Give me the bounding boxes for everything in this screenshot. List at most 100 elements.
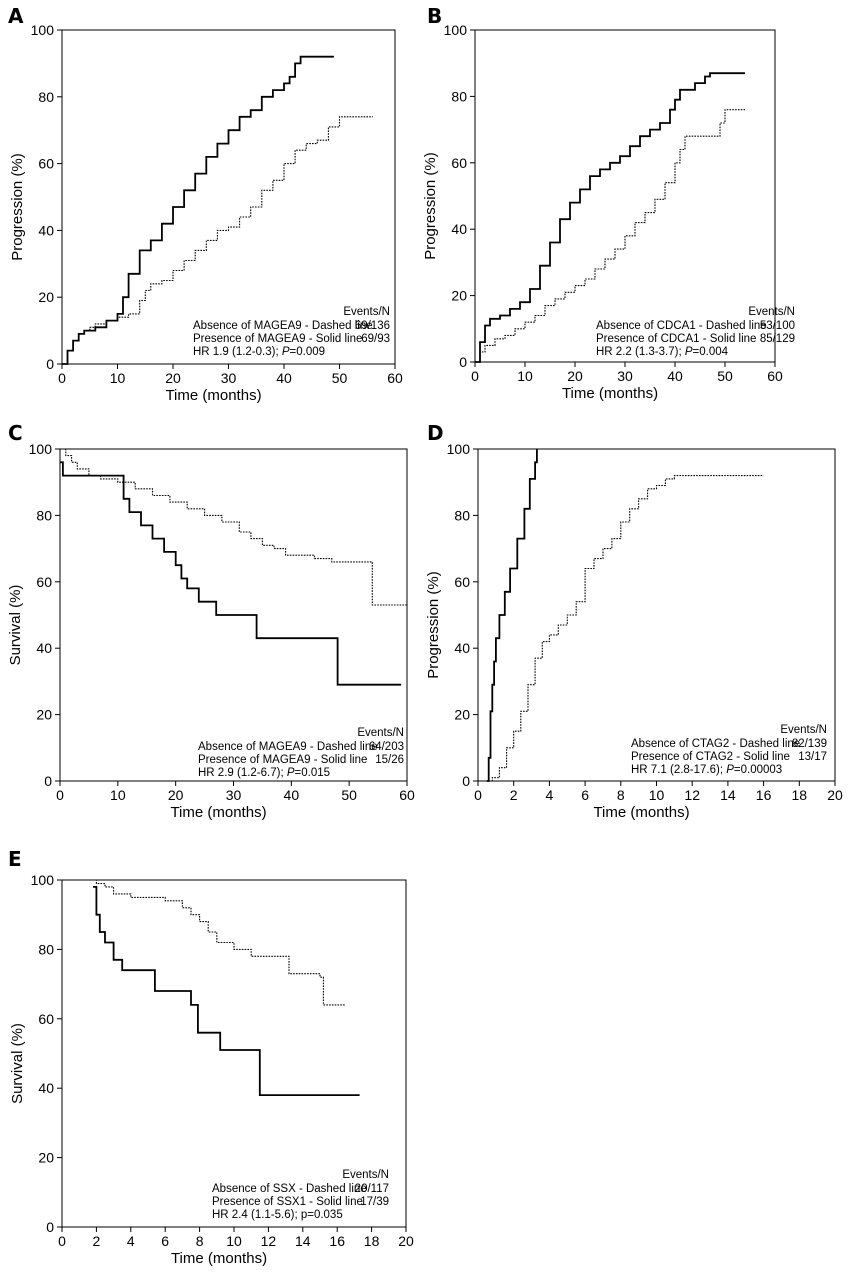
- x-axis-title: Time (months): [170, 804, 266, 821]
- legend-row-label: Absence of MAGEA9 - Dashed line: [193, 320, 373, 332]
- chart-d: 0 2 4 6 8 10 12 14 16 18 20 0 20 40 60 80 100 Time (month…: [425, 441, 843, 821]
- x-tick-label: 60: [387, 370, 403, 386]
- y-tick-label: 100: [29, 441, 53, 457]
- x-tick-label: 10: [110, 370, 126, 386]
- y-tick-label: 40: [38, 222, 54, 238]
- plot-frame: [474, 29, 776, 363]
- y-tick-label: 20: [451, 288, 467, 304]
- panel-c: C 0 10 20 30 40 50 60 0 20 40 60 80 100 Time (months)…: [7, 421, 415, 821]
- x-tick-label: 30: [226, 787, 242, 803]
- legend-header: Events/N: [343, 306, 390, 318]
- legend-row-label: Presence of MAGEA9 - Solid line: [193, 333, 362, 345]
- x-axis-title: Time (months): [593, 804, 689, 821]
- y-tick-label: 100: [31, 872, 55, 888]
- y-tick-label: 0: [46, 1219, 54, 1235]
- x-axis-title: Time (months): [171, 1250, 267, 1267]
- legend-row-label: HR 2.9 (1.2-6.7); P=0.015: [198, 767, 330, 779]
- x-tick-label: 4: [546, 787, 554, 803]
- y-axis-title: Survival (%): [9, 1023, 26, 1104]
- x-tick-label: 10: [517, 368, 533, 384]
- chart-b: 0 10 20 30 40 50 60 0 20 40 60 80 100 Time (months) Pr…: [422, 22, 795, 402]
- legend-row-value: 15/26: [375, 754, 404, 766]
- legend-header: Events/N: [780, 724, 827, 736]
- y-axis-title: Survival (%): [7, 585, 24, 666]
- x-tick-label: 8: [617, 787, 625, 803]
- panel-letter-b: B: [427, 4, 442, 28]
- y-tick-label: 60: [454, 574, 470, 590]
- x-tick-label: 40: [284, 787, 300, 803]
- y-tick-label: 60: [451, 155, 467, 171]
- x-tick-label: 6: [161, 1233, 169, 1249]
- series-solid-line: [93, 886, 360, 1096]
- x-tick-label: 16: [756, 787, 772, 803]
- series-solid-line: [475, 72, 745, 363]
- legend-row-label: Absence of SSX - Dashed line: [212, 1183, 367, 1195]
- x-tick-label: 20: [567, 368, 583, 384]
- legend-row-value: 69/93: [361, 333, 390, 345]
- y-tick-label: 60: [38, 156, 54, 172]
- x-tick-label: 10: [226, 1233, 242, 1249]
- x-tick-label: 60: [767, 368, 783, 384]
- legend-row-value: 13/17: [798, 751, 827, 763]
- x-axis-title: Time (months): [165, 387, 261, 404]
- series-dashed-line: [62, 879, 346, 1006]
- legend-row-label: HR 1.9 (1.2-0.3); P=0.009: [193, 346, 325, 358]
- panel-a: A 0 10 20 30 40 50 60 0 20 40 60 80 100 Time (months)…: [8, 4, 403, 404]
- legend-row-value: 64/203: [369, 741, 404, 753]
- x-tick-label: 2: [510, 787, 518, 803]
- legend-row-value: 53/100: [760, 320, 795, 332]
- panel-letter-d: D: [427, 421, 444, 445]
- series-solid-line: [60, 461, 402, 686]
- legend-row-label: Absence of CTAG2 - Dashed line: [631, 738, 800, 750]
- panel-b: B 0 10 20 30 40 50 60 0 20 40 60 80 100 Time (months)…: [422, 4, 795, 402]
- x-tick-label: 60: [399, 787, 415, 803]
- panel-e: E 0 2 4 6 8 10 12 14 16 18 20 0 20 40 60 80 100 Time (mon…: [8, 847, 414, 1267]
- panel-letter-a: A: [8, 4, 24, 28]
- x-tick-label: 0: [58, 370, 66, 386]
- y-axis-title: Progression (%): [425, 571, 442, 679]
- x-tick-label: 50: [332, 370, 348, 386]
- y-tick-label: 60: [38, 1011, 54, 1027]
- series-solid-line: [62, 55, 334, 365]
- chart-c: 0 10 20 30 40 50 60 0 20 40 60 80 100 Time (months) Su…: [7, 441, 415, 821]
- y-tick-label: 20: [38, 1150, 54, 1166]
- x-tick-label: 18: [364, 1233, 380, 1249]
- x-tick-label: 0: [56, 787, 64, 803]
- y-tick-label: 80: [451, 88, 467, 104]
- legend-row-label: Presence of SSX1 - Solid line: [212, 1196, 363, 1208]
- y-tick-label: 20: [36, 707, 52, 723]
- x-tick-label: 40: [667, 368, 683, 384]
- y-tick-label: 40: [38, 1080, 54, 1096]
- y-tick-label: 40: [454, 640, 470, 656]
- legend-row-value: 82/139: [792, 738, 827, 750]
- panel-letter-e: E: [8, 847, 22, 871]
- y-tick-label: 40: [451, 221, 467, 237]
- y-tick-label: 80: [36, 507, 52, 523]
- x-tick-label: 14: [720, 787, 736, 803]
- x-tick-label: 18: [792, 787, 808, 803]
- legend-row-value: 17/39: [360, 1196, 389, 1208]
- legend-header: Events/N: [357, 727, 404, 739]
- x-tick-label: 10: [110, 787, 126, 803]
- x-tick-label: 30: [617, 368, 633, 384]
- series-solid-line: [486, 449, 538, 782]
- chart-a: 0 10 20 30 40 50 60 0 20 40 60 80 100 Time (months) Pr…: [9, 22, 403, 404]
- legend-row-label: Absence of CDCA1 - Dashed line: [596, 320, 767, 332]
- series-dashed-line: [60, 448, 407, 606]
- legend-row-value: 85/129: [760, 333, 795, 345]
- x-tick-label: 2: [93, 1233, 101, 1249]
- x-tick-label: 40: [276, 370, 292, 386]
- y-axis-title: Progression (%): [9, 153, 26, 261]
- x-tick-label: 20: [165, 370, 181, 386]
- legend-row-label: Absence of MAGEA9 - Dashed line: [198, 741, 378, 753]
- y-tick-label: 100: [31, 22, 55, 38]
- y-tick-label: 20: [38, 289, 54, 305]
- y-tick-label: 60: [36, 574, 52, 590]
- legend-header: Events/N: [748, 306, 795, 318]
- legend-row-label: HR 2.4 (1.1-5.6); p=0.035: [212, 1209, 343, 1221]
- x-tick-label: 6: [581, 787, 589, 803]
- x-tick-label: 14: [295, 1233, 311, 1249]
- legend-row-label: Presence of MAGEA9 - Solid line: [198, 754, 367, 766]
- legend-row-value: 69/136: [355, 320, 390, 332]
